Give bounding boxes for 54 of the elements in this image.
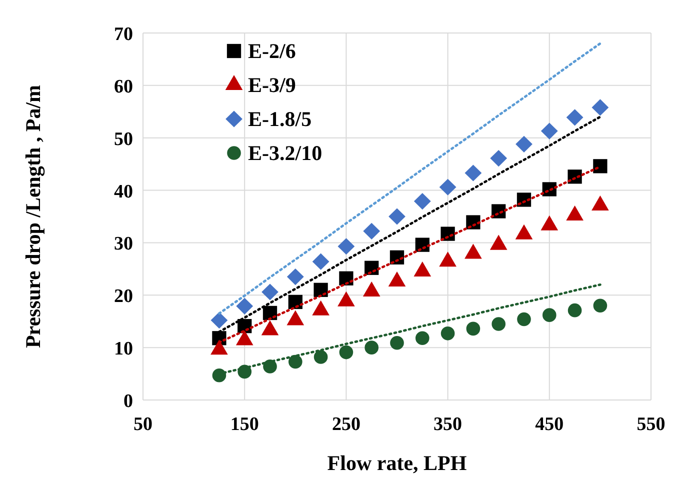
x-tick-label: 350 bbox=[434, 414, 462, 435]
point bbox=[414, 193, 431, 210]
point bbox=[286, 268, 304, 286]
x-tick-label: 150 bbox=[230, 414, 259, 435]
legend-label: E-1.8/5 bbox=[248, 107, 312, 131]
y-tick-label: 0 bbox=[124, 391, 133, 412]
point bbox=[540, 122, 558, 140]
point bbox=[439, 178, 456, 196]
point bbox=[314, 350, 328, 364]
y-tick-label: 70 bbox=[114, 24, 133, 45]
x-tick-label: 250 bbox=[332, 414, 360, 435]
point bbox=[593, 159, 608, 174]
point bbox=[415, 331, 430, 346]
point bbox=[364, 340, 379, 354]
point bbox=[490, 150, 508, 167]
x-tick-label: 450 bbox=[535, 414, 564, 435]
point bbox=[464, 164, 482, 182]
legend-label: E-3/9 bbox=[248, 73, 296, 97]
point bbox=[492, 317, 506, 331]
x-axis-title: Flow rate, LPH bbox=[327, 451, 467, 475]
legend-label: E-2/6 bbox=[248, 39, 296, 63]
point bbox=[390, 336, 404, 350]
point bbox=[566, 109, 584, 126]
y-tick-label: 60 bbox=[114, 76, 133, 98]
legend-label: E-3.2/10 bbox=[248, 141, 322, 165]
y-tick-label: 30 bbox=[114, 234, 133, 255]
point bbox=[314, 282, 328, 297]
point bbox=[288, 354, 302, 369]
point bbox=[338, 238, 355, 255]
point bbox=[593, 298, 608, 313]
point bbox=[263, 360, 277, 374]
point bbox=[236, 298, 254, 314]
point bbox=[592, 99, 609, 116]
x-tick-label: 50 bbox=[134, 414, 152, 435]
point bbox=[212, 368, 226, 382]
y-tick-label: 10 bbox=[114, 338, 133, 360]
point bbox=[542, 308, 556, 322]
x-tick-label: 550 bbox=[636, 414, 666, 435]
y-tick-label: 50 bbox=[114, 128, 133, 150]
point bbox=[440, 326, 455, 340]
point bbox=[339, 271, 354, 286]
point bbox=[516, 136, 532, 152]
point bbox=[466, 322, 480, 336]
point bbox=[339, 345, 354, 360]
point bbox=[312, 253, 330, 270]
y-axis-title: Pressure drop /Length , Pa/m bbox=[21, 84, 45, 348]
point bbox=[568, 303, 582, 318]
y-tick-label: 40 bbox=[114, 181, 133, 202]
point bbox=[388, 208, 406, 225]
point bbox=[517, 312, 531, 326]
y-tick-label: 20 bbox=[114, 286, 133, 308]
point bbox=[210, 312, 228, 329]
point bbox=[363, 222, 380, 240]
point bbox=[262, 284, 278, 300]
